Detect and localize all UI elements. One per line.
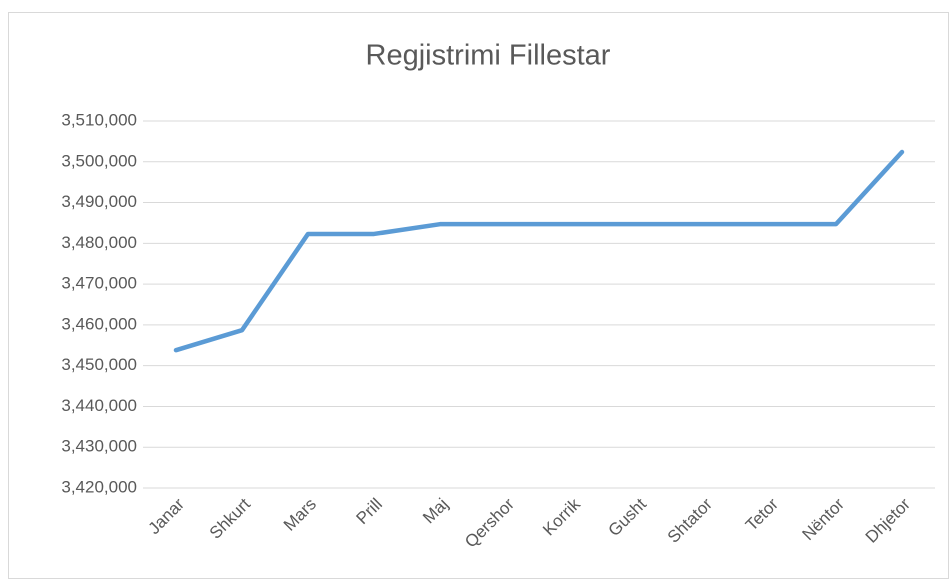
- y-tick-label: 3,450,000: [61, 355, 137, 374]
- y-tick-label: 3,420,000: [61, 477, 137, 496]
- y-tick-label: 3,510,000: [61, 110, 137, 129]
- chart-title: Regjistrimi Fillestar: [366, 40, 611, 72]
- y-tick-label: 3,430,000: [61, 437, 137, 456]
- y-tick-label: 3,500,000: [61, 151, 137, 170]
- y-tick-label: 3,460,000: [61, 314, 137, 333]
- data-line: [173, 149, 905, 353]
- y-tick-label: 3,440,000: [61, 396, 137, 415]
- y-tick-label: 3,480,000: [61, 233, 137, 252]
- y-tick-label: 3,490,000: [61, 192, 137, 211]
- y-tick-label: 3,470,000: [61, 274, 137, 293]
- chart-border: [8, 12, 949, 579]
